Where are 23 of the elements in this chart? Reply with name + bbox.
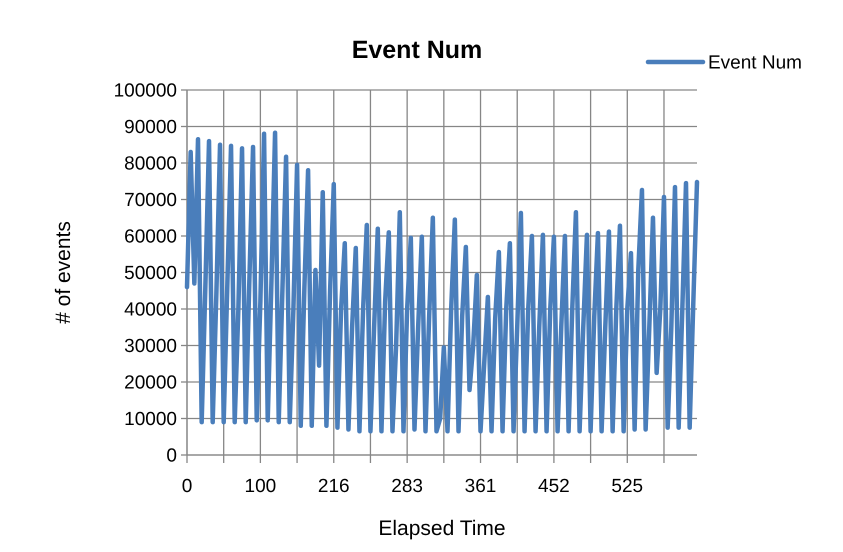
legend-label: Event Num: [708, 52, 802, 74]
y-tick-label: 50000: [124, 263, 177, 284]
x-tick-label: 283: [391, 476, 423, 497]
y-tick-label: 80000: [124, 154, 177, 175]
y-tick-label: 60000: [124, 226, 177, 248]
line-series: [184, 130, 700, 434]
x-tick-label: 361: [464, 476, 496, 497]
y-tick-label: 40000: [124, 300, 177, 321]
y-tick-label: 30000: [124, 336, 177, 358]
x-axis-title: Elapsed Time: [378, 517, 506, 540]
y-tick-label: 70000: [124, 190, 177, 212]
y-tick-label: 90000: [124, 117, 177, 138]
x-tick-label: 525: [611, 476, 644, 497]
y-axis-title: # of events: [52, 221, 75, 324]
x-tick-label: 0: [182, 476, 192, 497]
y-tick-label: 100000: [114, 80, 177, 102]
y-tick-label: 10000: [124, 409, 177, 430]
x-tick-label: 216: [318, 476, 350, 497]
chart-title: Event Num: [352, 36, 482, 64]
y-tick-label: 20000: [124, 372, 177, 394]
y-tick-label: 0: [166, 446, 177, 467]
x-tick-label: 452: [538, 476, 570, 497]
x-tick-label: 100: [244, 476, 276, 497]
